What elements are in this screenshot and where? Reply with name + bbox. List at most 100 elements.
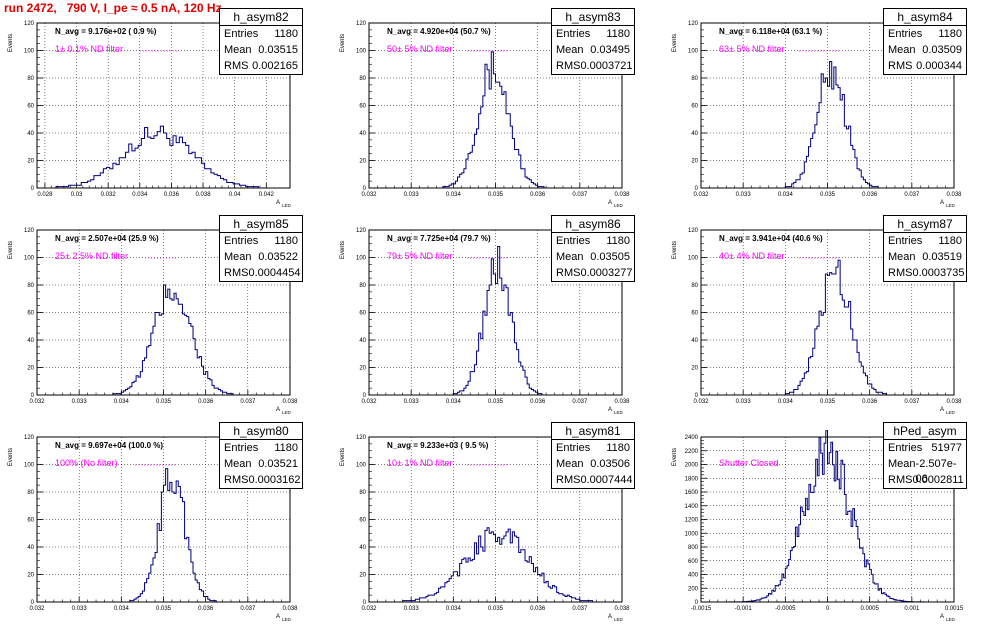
x-tick-label: 0.033 (404, 399, 420, 405)
stats-row-rms: RMS 0.000344 (884, 58, 966, 74)
y-tick-label: 600 (688, 559, 699, 565)
x-tick-label: 0.033 (404, 606, 420, 612)
stats-value: 0.0002811 (912, 474, 964, 486)
x-tick-label: 0.001 (904, 606, 920, 612)
y-tick-label: 0 (31, 393, 35, 399)
stats-value: 0.03509 (922, 44, 962, 56)
stats-row-entries: Entries 1180 (220, 26, 302, 42)
stats-box-title: h_asym86 (552, 216, 634, 233)
histogram-line (369, 527, 622, 603)
stats-row-entries: Entries 1180 (220, 233, 302, 249)
y-axis-label: Events (340, 241, 346, 259)
y-tick-label: 40 (359, 338, 366, 344)
x-tick-label: 0.038 (946, 399, 962, 405)
y-tick-label: 40 (359, 131, 366, 137)
stats-key: RMS (224, 60, 249, 72)
x-tick-label: 0.036 (530, 606, 546, 612)
n-avg-label: N_avg = 3.941e+04 (40.6 %) (719, 234, 823, 243)
stats-value: 0.03521 (258, 458, 298, 470)
stats-row-entries: Entries 1180 (884, 233, 966, 249)
x-axis-label-subscript: LED (614, 410, 624, 415)
y-tick-label: 200 (688, 586, 699, 592)
y-tick-label: 0 (31, 186, 35, 192)
y-tick-label: 20 (359, 159, 366, 165)
x-tick-label: 0.028 (37, 192, 53, 198)
x-tick-label: 0.038 (614, 606, 630, 612)
y-tick-label: 20 (27, 366, 34, 372)
y-tick-label: 40 (27, 545, 34, 551)
y-tick-label: 1400 (685, 504, 699, 510)
stats-key: Mean (224, 44, 252, 56)
y-tick-label: 40 (27, 338, 34, 344)
x-axis-label: A (276, 407, 280, 413)
y-tick-label: 0 (363, 600, 367, 606)
x-tick-label: 0.036 (530, 192, 546, 198)
y-tick-label: 60 (691, 311, 698, 317)
x-tick-label: 0.033 (72, 399, 88, 405)
y-tick-label: 40 (691, 131, 698, 137)
stats-value: 0.03506 (590, 458, 630, 470)
y-tick-label: 20 (359, 573, 366, 579)
x-tick-label: 0.033 (72, 606, 88, 612)
stats-value: 0.0003735 (912, 267, 965, 279)
stats-row-entries: Entries 1180 (884, 26, 966, 42)
y-tick-label: 100 (356, 256, 367, 262)
y-tick-label: 0 (31, 600, 35, 606)
x-tick-label: 0.034 (446, 192, 462, 198)
y-tick-label: 120 (24, 435, 35, 441)
y-tick-label: 80 (27, 490, 34, 496)
stats-row-mean: Mean 0.03495 (552, 42, 634, 58)
x-tick-label: 0.03 (71, 192, 83, 198)
y-tick-label: 40 (691, 338, 698, 344)
y-tick-label: 60 (27, 104, 34, 110)
x-tick-label: 0.032 (29, 606, 45, 612)
stats-key: RMS (224, 474, 249, 486)
stats-row-rms: RMS 0.0007444 (552, 472, 634, 488)
stats-key: Mean (888, 458, 916, 470)
histogram-svg: 0.032 0.033 0.034 0.035 0.036 0.037 0.038 0 20 40… (672, 21, 962, 208)
x-axis-label-subscript: LED (946, 410, 956, 415)
histogram-panel-hPed_asym: -0.0015 -0.001 -0.0005 0 0.0005 0.001 0.0015 0 2… (664, 420, 996, 627)
x-tick-label: 0.038 (946, 192, 962, 198)
x-tick-label: 0.038 (196, 192, 212, 198)
x-tick-label: 0.037 (572, 399, 588, 405)
x-tick-label: 0.032 (101, 192, 117, 198)
histogram-svg: -0.0015 -0.001 -0.0005 0 0.0005 0.001 0.0015 0 2… (672, 430, 964, 622)
y-tick-label: 100 (24, 49, 35, 55)
stats-box: h_asym87 Entries 1180 Mean 0.03519 RMS 0.00037… (883, 215, 967, 282)
stats-value: 0.002165 (252, 60, 298, 72)
y-tick-label: 40 (359, 545, 366, 551)
y-tick-label: 80 (27, 76, 34, 82)
y-tick-label: 1600 (685, 490, 699, 496)
x-tick-label: 0.0015 (945, 606, 964, 612)
x-tick-label: 0.032 (693, 192, 709, 198)
stats-box-title: h_asym82 (220, 9, 302, 26)
stats-value: 1180 (938, 28, 962, 40)
x-tick-label: 0.034 (114, 399, 130, 405)
stats-key: Entries (224, 235, 259, 247)
x-axis-label-subscript: LED (614, 203, 624, 208)
stats-key: Mean (888, 251, 916, 263)
stats-key: RMS (888, 474, 913, 486)
histogram-line (701, 430, 954, 603)
y-tick-label: 20 (359, 366, 366, 372)
y-tick-label: 120 (356, 435, 367, 441)
stats-value: 0.03522 (258, 251, 298, 263)
x-tick-label: 0.033 (736, 399, 752, 405)
stats-value: 1180 (274, 442, 298, 454)
n-avg-label: N_avg = 6.118e+04 (63.1 %) (719, 27, 823, 36)
stats-row-rms: RMS 0.0003277 (552, 265, 634, 281)
y-tick-label: 60 (359, 311, 366, 317)
y-tick-label: 120 (24, 228, 35, 234)
histogram-line (701, 61, 954, 189)
histogram-panel-h_asym81: 0.032 0.033 0.034 0.035 0.036 0.037 0.038 0 20 40… (332, 420, 664, 627)
y-axis-label: Events (672, 241, 678, 259)
y-tick-label: 100 (688, 49, 699, 55)
stats-value: 0.03505 (590, 251, 630, 263)
y-axis-label: Events (8, 448, 14, 466)
y-tick-label: 120 (356, 228, 367, 234)
x-tick-label: 0.034 (778, 399, 794, 405)
stats-value: 1180 (606, 442, 630, 454)
histogram-panel-h_asym80: 0.032 0.033 0.034 0.035 0.036 0.037 0.038 0 20 40… (0, 420, 332, 627)
stats-row-entries: Entries 1180 (220, 440, 302, 456)
